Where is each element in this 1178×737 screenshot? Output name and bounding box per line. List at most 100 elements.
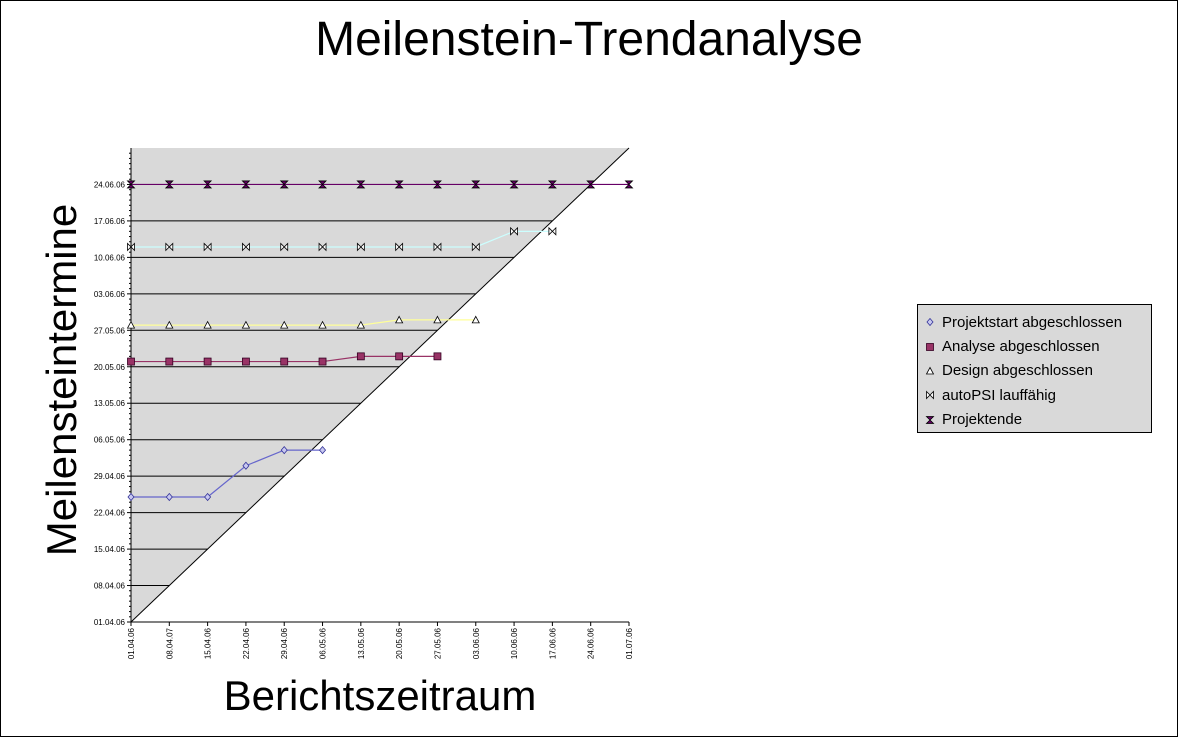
- data-point-hourglass: [394, 180, 404, 189]
- legend-label: Projektstart abgeschlossen: [942, 313, 1123, 331]
- data-point-square: [395, 352, 404, 361]
- y-tick-label: 06.05.06: [94, 436, 126, 445]
- x-tick-label: 29.04.06: [280, 627, 289, 659]
- data-point-hourglass: [318, 180, 328, 189]
- data-point-square: [926, 342, 934, 351]
- data-point-triangle: [925, 366, 935, 375]
- y-tick-label: 10.06.06: [94, 253, 126, 262]
- data-point-diamond: [127, 492, 135, 502]
- legend-label: Analyse abgeschlossen: [942, 338, 1100, 356]
- x-tick-label: 15.04.06: [204, 627, 213, 659]
- data-point-bowtie: [471, 242, 480, 252]
- series-line: [131, 319, 476, 326]
- y-tick-label: 01.04.06: [94, 618, 126, 627]
- data-point-square: [280, 357, 289, 366]
- data-point-bowtie: [926, 390, 934, 400]
- legend-item: Projektende: [918, 408, 1151, 432]
- x-tick-label: 08.04.07: [165, 627, 174, 659]
- data-point-diamond: [204, 492, 212, 502]
- series-line: [131, 230, 553, 248]
- data-point-hourglass: [164, 180, 174, 189]
- x-tick-label: 10.06.06: [510, 627, 519, 659]
- data-point-triangle: [280, 320, 289, 329]
- x-tick-label: 06.05.06: [319, 627, 328, 659]
- legend-marker: [918, 366, 942, 376]
- data-point-hourglass: [925, 415, 935, 424]
- data-point-diamond: [926, 318, 934, 327]
- data-point-bowtie: [510, 226, 518, 236]
- data-point-square: [318, 357, 327, 366]
- data-point-hourglass: [126, 180, 136, 189]
- data-point-bowtie: [395, 242, 404, 252]
- data-point-triangle: [318, 320, 327, 329]
- y-tick-label: 03.06.06: [94, 290, 126, 299]
- data-point-triangle: [126, 320, 136, 329]
- legend-item: Analyse abgeschlossen: [918, 334, 1151, 358]
- x-tick-label: 17.06.06: [548, 627, 557, 659]
- legend-marker: [918, 317, 942, 327]
- legend: Projektstart abgeschlossen Analyse abgesc…: [917, 304, 1152, 433]
- x-tick-label: 20.05.06: [395, 627, 404, 659]
- x-tick-label: 24.06.06: [587, 627, 596, 659]
- x-tick-label: 03.06.06: [472, 627, 481, 659]
- y-tick-label: 15.04.06: [94, 545, 126, 554]
- x-axis-label: Berichtszeitraum: [223, 672, 537, 719]
- data-point-hourglass: [586, 180, 596, 189]
- data-point-bowtie: [127, 242, 135, 252]
- data-point-diamond: [280, 445, 288, 455]
- data-point-triangle: [241, 320, 251, 329]
- legend-item: Projektstart abgeschlossen: [918, 310, 1151, 334]
- data-point-bowtie: [548, 226, 557, 236]
- legend-label: autoPSI lauffähig: [942, 386, 1056, 404]
- x-tick-label: 27.05.06: [433, 627, 442, 659]
- chart-title: Meilenstein-Trendanalyse: [315, 13, 863, 66]
- legend-marker: [918, 390, 942, 400]
- y-tick-label: 22.04.06: [94, 509, 126, 518]
- series-line: [131, 449, 323, 498]
- data-point-square: [127, 357, 135, 366]
- y-tick-label: 24.06.06: [94, 180, 126, 189]
- legend-item: Design abgeschlossen: [918, 359, 1151, 383]
- data-point-hourglass: [509, 180, 519, 189]
- y-tick-label: 08.04.06: [94, 582, 126, 591]
- x-tick-label: 22.04.06: [242, 627, 251, 659]
- legend-item: autoPSI lauffähig: [918, 383, 1151, 407]
- data-point-square: [165, 357, 174, 366]
- legend-marker: [918, 342, 942, 352]
- y-tick-label: 13.05.06: [94, 399, 126, 408]
- data-point-diamond: [165, 492, 173, 502]
- y-tick-label: 29.04.06: [94, 472, 126, 481]
- data-point-hourglass: [624, 180, 634, 189]
- data-point-triangle: [394, 315, 404, 324]
- legend-label: Projektende: [942, 411, 1023, 429]
- x-tick-label: 01.04.06: [127, 627, 136, 659]
- data-point-triangle: [433, 315, 442, 324]
- data-point-triangle: [165, 320, 174, 329]
- data-point-triangle: [356, 320, 366, 329]
- y-tick-label: 27.05.06: [94, 326, 126, 335]
- data-point-hourglass: [241, 180, 251, 189]
- legend-label: Design abgeschlossen: [942, 362, 1093, 380]
- data-point-square: [242, 357, 250, 366]
- y-tick-label: 20.05.06: [94, 363, 126, 372]
- legend-marker: [918, 415, 942, 425]
- data-point-bowtie: [242, 242, 250, 252]
- data-point-bowtie: [356, 242, 365, 252]
- x-tick-label: 01.07.06: [625, 627, 634, 659]
- diagonal-line: [130, 147, 630, 623]
- data-point-hourglass: [471, 180, 481, 189]
- data-point-diamond: [242, 461, 250, 470]
- data-point-bowtie: [203, 242, 212, 252]
- data-point-square: [356, 352, 365, 361]
- data-point-square: [433, 352, 442, 361]
- data-point-hourglass: [432, 180, 442, 189]
- data-point-bowtie: [318, 242, 327, 252]
- y-tick-label: 17.06.06: [94, 217, 126, 226]
- data-point-triangle: [203, 320, 212, 329]
- data-point-square: [203, 357, 212, 366]
- data-point-hourglass: [203, 180, 213, 189]
- data-point-hourglass: [279, 180, 289, 189]
- x-tick-label: 13.05.06: [357, 627, 366, 659]
- data-point-bowtie: [280, 242, 289, 252]
